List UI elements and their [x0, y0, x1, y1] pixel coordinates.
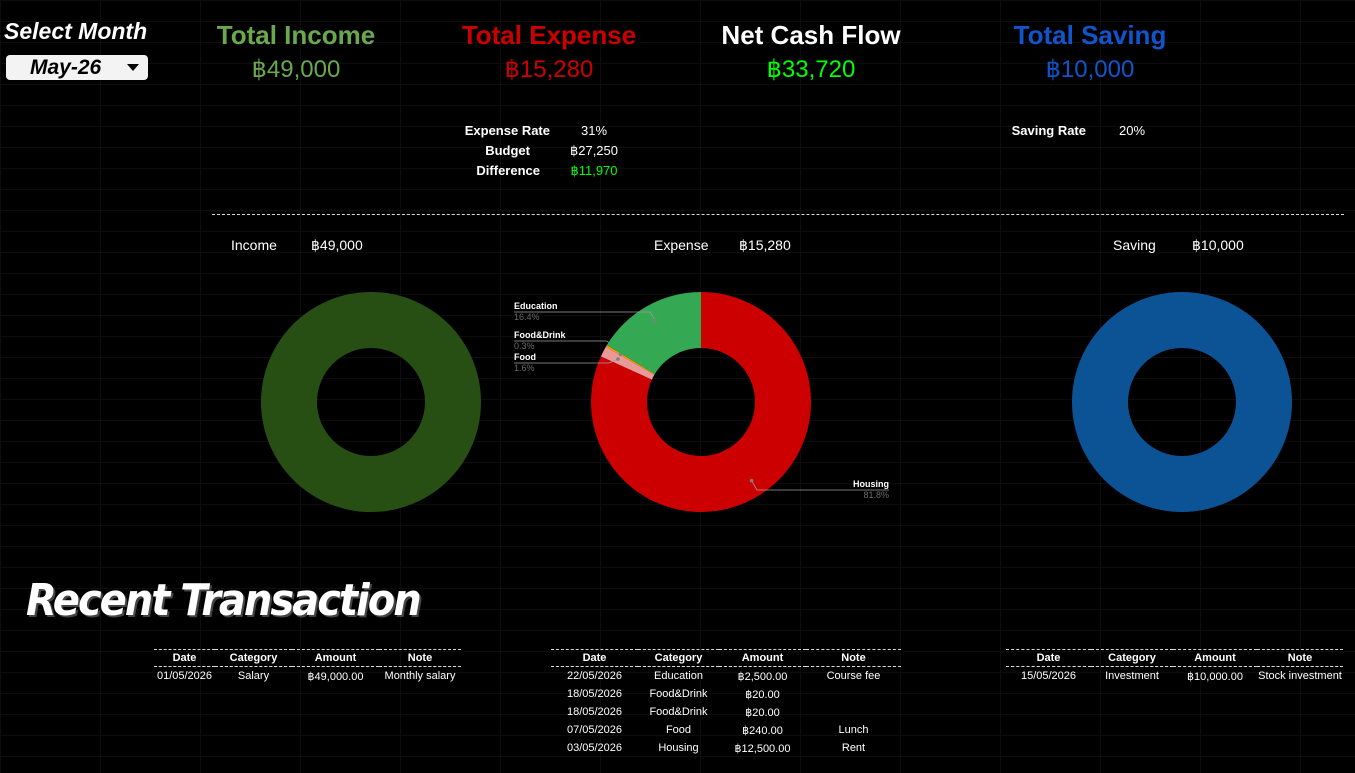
- section-divider: [212, 214, 1344, 215]
- table-row: 07/05/2026 Food ฿240.00 Lunch: [551, 721, 901, 739]
- difference-label: Difference: [476, 163, 540, 178]
- cell-note: Rent: [841, 742, 866, 754]
- difference-value: ฿11,970: [570, 163, 618, 178]
- expense-rate-value: 31%: [580, 123, 608, 138]
- chevron-down-icon: [127, 64, 139, 71]
- saving-slice-saving: [1072, 292, 1292, 512]
- saving-rate-value: 20%: [1118, 123, 1146, 138]
- expense-slice-percent-education: 16.4%: [514, 312, 540, 322]
- expense-slice-percent-food-drink: 0.3%: [514, 341, 535, 351]
- income-transactions-table: Date Category Amount Note 01/05/2026 Sal…: [154, 649, 461, 685]
- cell-date: 01/05/2026: [156, 670, 213, 682]
- expense-chart-amount: ฿15,280: [739, 237, 791, 253]
- expense-leader-line-housing: [751, 480, 889, 491]
- net-cash-flow-value: ฿33,720: [766, 56, 856, 83]
- cell-amount: ฿20.00: [745, 688, 780, 701]
- total-expense-title: Total Expense: [461, 20, 637, 50]
- table-row: 22/05/2026 Education ฿2,500.00 Course fe…: [551, 667, 901, 686]
- table-row: 15/05/2026 Investment ฿10,000.00 Stock i…: [1006, 667, 1343, 686]
- total-income-value: ฿49,000: [251, 56, 341, 83]
- expense-slice-housing: [591, 292, 811, 512]
- cell-date: 07/05/2026: [566, 724, 623, 736]
- cell-date: 03/05/2026: [566, 742, 623, 754]
- income-slice-income: [261, 291, 482, 513]
- column-header-amount: Amount: [741, 652, 784, 664]
- cell-amount: ฿10,000.00: [1187, 670, 1243, 683]
- cell-note: Monthly salary: [384, 670, 456, 682]
- cell-amount: ฿49,000.00: [307, 670, 364, 683]
- total-income-title: Total Income: [216, 20, 376, 50]
- cell-note: [806, 685, 901, 703]
- expense-transactions-table: Date Category Amount Note 22/05/2026 Edu…: [551, 649, 901, 757]
- cell-note: Stock investment: [1258, 670, 1342, 682]
- cell-category: Investment: [1105, 670, 1159, 682]
- expense-leader-line-food: [514, 358, 619, 364]
- expense-slice-percent-housing: 81.8%: [863, 490, 889, 500]
- column-header-date: Date: [1036, 652, 1061, 664]
- saving-chart-amount: ฿10,000: [1192, 237, 1244, 253]
- expense-slice-label-education: Education: [514, 301, 558, 311]
- saving-chart-label: Saving: [1113, 237, 1156, 253]
- total-saving-title: Total Saving: [1013, 20, 1167, 50]
- expense-slice-label-housing: Housing: [853, 479, 889, 489]
- column-header-amount: Amount: [314, 652, 357, 664]
- cell-category: Food: [665, 724, 692, 736]
- total-saving-value: ฿10,000: [1045, 56, 1135, 83]
- net-cash-flow-title: Net Cash Flow: [721, 20, 901, 50]
- budget-value: ฿27,250: [569, 143, 619, 158]
- expense-slice-food-drink: [605, 345, 655, 375]
- cell-amount: ฿20.00: [745, 706, 780, 719]
- column-header-note: Note: [1287, 652, 1313, 664]
- cell-category: Food&Drink: [649, 706, 708, 718]
- table-row: 01/05/2026 Salary ฿49,000.00 Monthly sal…: [154, 667, 461, 686]
- cell-date: 22/05/2026: [566, 670, 623, 682]
- column-header-note: Note: [407, 652, 433, 664]
- column-header-note: Note: [841, 652, 866, 664]
- recent-transaction-title: Recent Transaction: [26, 576, 422, 626]
- cell-category: Housing: [658, 742, 699, 754]
- column-header-category: Category: [654, 652, 703, 664]
- expense-leader-dot-food: [616, 357, 620, 361]
- column-header-amount: Amount: [1194, 652, 1236, 664]
- expense-slice-label-food-drink: Food&Drink: [514, 330, 566, 340]
- table-row: 18/05/2026 Food&Drink ฿20.00: [551, 685, 901, 703]
- cell-category: Salary: [237, 670, 270, 682]
- table-row: 03/05/2026 Housing ฿12,500.00 Rent: [551, 739, 901, 757]
- expense-slice-food: [600, 346, 655, 380]
- select-month-label: Select Month: [4, 18, 148, 44]
- expense-slice-percent-food: 1.6%: [514, 363, 535, 373]
- saving-rate-label: Saving Rate: [1011, 123, 1086, 138]
- income-chart-label: Income: [231, 237, 277, 253]
- total-expense-value: ฿15,280: [504, 56, 594, 83]
- column-header-date: Date: [172, 652, 197, 664]
- month-select[interactable]: May-26: [6, 55, 148, 80]
- expense-slice-label-food: Food: [514, 352, 536, 362]
- month-select-value: May-26: [30, 56, 102, 79]
- expense-leader-line-education: [514, 311, 656, 321]
- cell-date: 18/05/2026: [566, 688, 623, 700]
- table-row: 18/05/2026 Food&Drink ฿20.00: [551, 703, 901, 721]
- income-chart-amount: ฿49,000: [311, 237, 363, 253]
- cell-category: Food&Drink: [649, 688, 708, 700]
- cell-date: 15/05/2026: [1020, 670, 1077, 682]
- cell-note: [806, 703, 901, 721]
- cell-note: Course fee: [826, 670, 881, 682]
- cell-amount: ฿240.00: [742, 724, 783, 737]
- cell-date: 18/05/2026: [566, 706, 623, 718]
- budget-label: Budget: [485, 143, 530, 158]
- expense-chart-label: Expense: [654, 237, 709, 253]
- column-header-category: Category: [1108, 652, 1156, 664]
- cell-amount: ฿2,500.00: [737, 670, 788, 683]
- expense-rate-label: Expense Rate: [464, 123, 550, 138]
- cell-amount: ฿12,500.00: [734, 742, 791, 755]
- column-header-category: Category: [229, 652, 278, 664]
- saving-transactions-table: Date Category Amount Note 15/05/2026 Inv…: [1006, 649, 1343, 685]
- expense-slice-education: [606, 292, 701, 375]
- cell-note: Lunch: [838, 724, 869, 736]
- cell-category: Education: [654, 670, 703, 682]
- expense-leader-dot-education: [653, 318, 657, 323]
- column-header-date: Date: [582, 652, 607, 664]
- expense-leader-dot-housing: [749, 478, 754, 483]
